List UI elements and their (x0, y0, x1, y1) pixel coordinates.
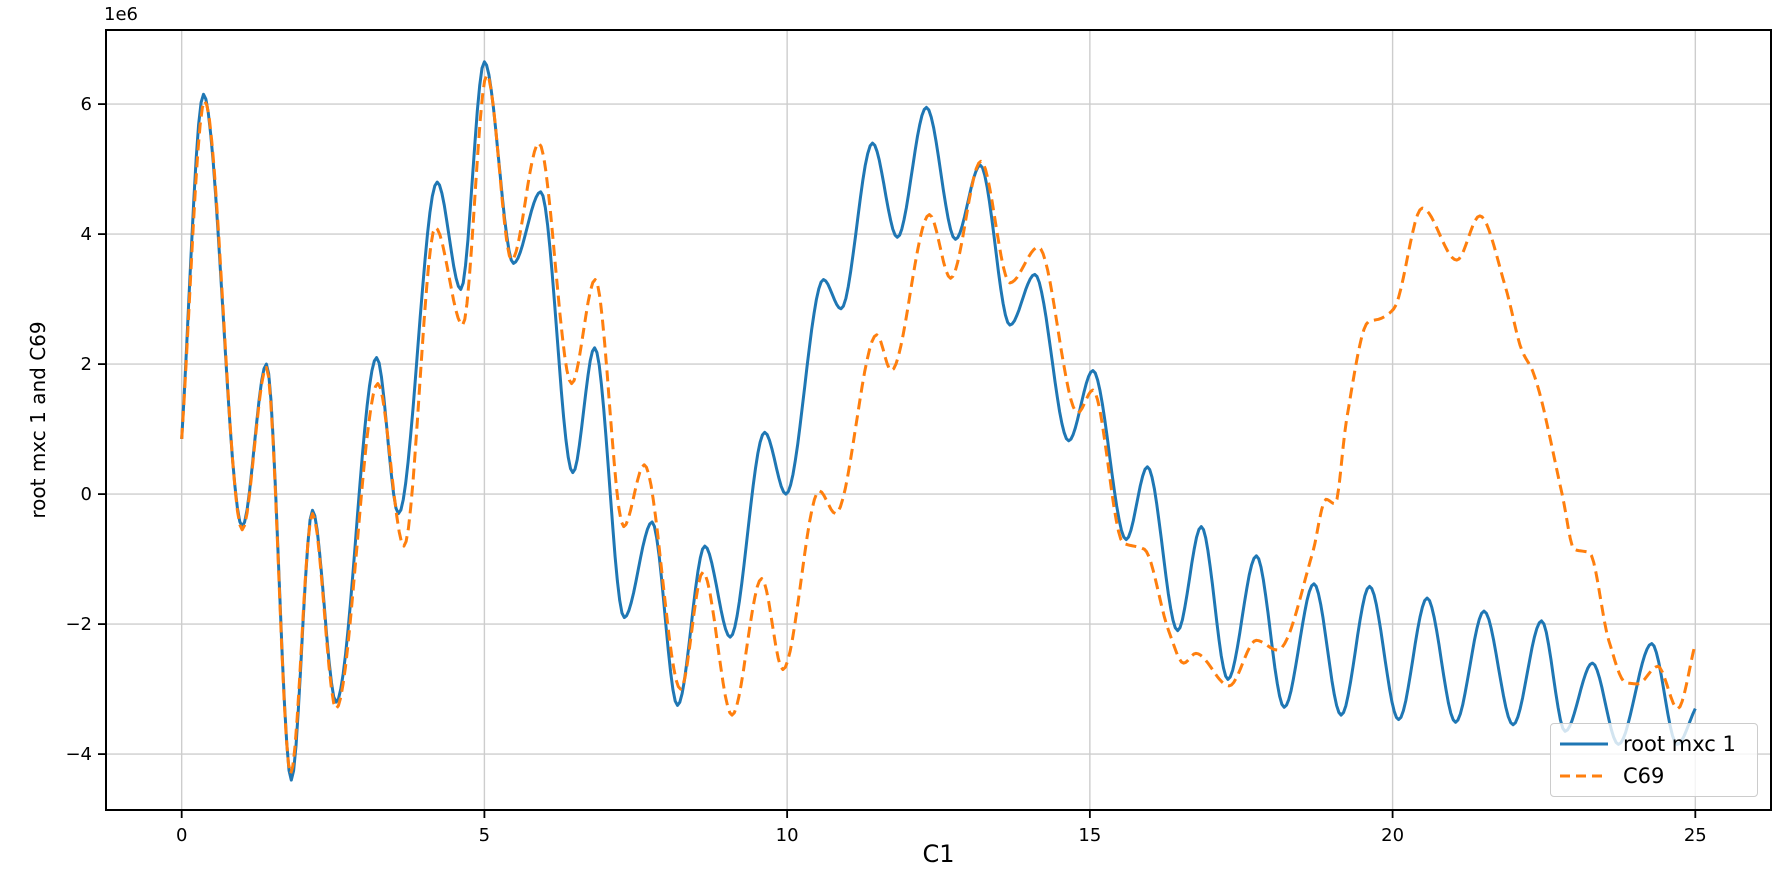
y-axis-label: root mxc 1 and C69 (26, 321, 50, 519)
axes-frame (105, 29, 1772, 811)
y-tick-label: 2 (81, 354, 92, 375)
x-tick-label: 15 (1078, 825, 1101, 846)
y-tick-label: −2 (65, 614, 92, 635)
legend-entry-c69: C69 (1559, 760, 1747, 792)
legend-entry-root-mxc-1: root mxc 1 (1559, 728, 1747, 760)
series-line-c69 (180, 73, 1697, 776)
x-tick-label: 10 (776, 825, 799, 846)
legend: root mxc 1 C69 (1550, 723, 1758, 797)
y-tick-label: 4 (81, 224, 92, 245)
y-tick-label: 6 (81, 94, 92, 115)
legend-line-sample-solid (1560, 742, 1608, 746)
x-tick-label: 5 (479, 825, 490, 846)
legend-line-sample-dashed (1560, 774, 1608, 778)
legend-label: root mxc 1 (1623, 731, 1736, 756)
x-axis-label: C1 (922, 840, 955, 868)
y-tick-label: 0 (81, 484, 92, 505)
y-axis-offset-text: 1e6 (104, 4, 138, 25)
x-tick-label: 0 (176, 825, 187, 846)
legend-label: C69 (1623, 763, 1665, 788)
x-tick-label: 20 (1381, 825, 1404, 846)
series-line-root-mxc-1 (180, 60, 1697, 782)
y-tick-label: −4 (65, 744, 92, 765)
x-tick-label: 25 (1684, 825, 1707, 846)
